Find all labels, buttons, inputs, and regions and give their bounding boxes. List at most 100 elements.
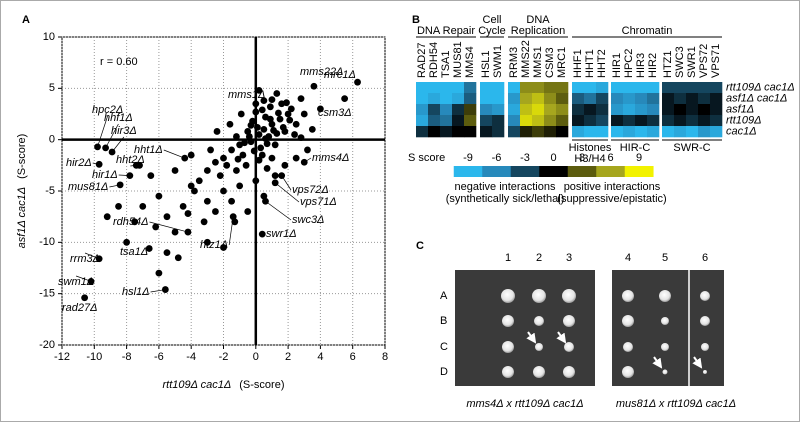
row-label: B <box>440 315 447 327</box>
heat-cell <box>596 115 609 127</box>
column-label: MMS22 <box>520 40 532 78</box>
point <box>308 125 316 133</box>
x-tick-label: -2 <box>219 351 229 363</box>
point <box>244 208 252 215</box>
heat-cell <box>674 115 687 127</box>
colony <box>622 290 634 302</box>
x-tick-label: 0 <box>253 351 259 363</box>
column-label: MMS1 <box>532 46 544 78</box>
point <box>268 96 276 104</box>
point <box>250 147 258 155</box>
point <box>131 218 139 226</box>
y-tick-label: -5 <box>45 185 55 197</box>
heat-cell <box>635 104 648 116</box>
heat-cell <box>584 115 597 127</box>
point <box>179 203 187 210</box>
point <box>207 146 214 154</box>
heat-cell <box>584 82 597 94</box>
point <box>258 106 266 114</box>
heat-cell <box>686 126 699 138</box>
heat-cell <box>635 82 648 94</box>
heat-cell <box>572 104 585 116</box>
heat-cell <box>611 93 624 105</box>
point-label: htz1Δ <box>200 239 228 251</box>
point <box>297 95 305 102</box>
heat-cell <box>508 115 521 127</box>
point <box>268 154 276 162</box>
leader-line <box>75 275 92 282</box>
heat-cell <box>508 126 521 138</box>
heat-cell <box>428 126 441 138</box>
heat-cell <box>428 93 441 105</box>
column-label: MUS81 <box>452 41 464 78</box>
point-label: rad27Δ <box>62 302 98 314</box>
point <box>200 218 208 226</box>
leader-line <box>118 174 130 176</box>
y-tick-label: 10 <box>43 31 55 43</box>
heat-cell <box>480 82 493 94</box>
heat-cell <box>480 126 493 138</box>
heat-cell <box>556 126 569 138</box>
labeled-point <box>258 230 266 238</box>
y-axis-label-part: asf1Δ cac1Δ <box>16 187 28 248</box>
colorbar-tick-label: 0 <box>550 152 556 164</box>
colorbar-tick-label: 3 <box>579 152 585 164</box>
point-label: swr1Δ <box>266 228 297 240</box>
colorbar-tick-label: -3 <box>520 152 530 164</box>
point <box>228 146 235 154</box>
heat-cell <box>662 115 675 127</box>
heat-cell <box>452 93 465 105</box>
heat-cell <box>596 126 609 138</box>
heat-cell <box>635 93 648 105</box>
column-label: MRC1 <box>556 47 568 78</box>
point <box>147 172 155 180</box>
leader-line <box>274 182 300 203</box>
heat-cell <box>508 93 521 105</box>
point <box>247 121 255 129</box>
row-label: D <box>440 366 448 378</box>
column-label: HSL1 <box>480 50 492 78</box>
colony <box>701 343 709 351</box>
point <box>263 165 271 172</box>
plate <box>455 270 595 386</box>
labeled-point <box>184 228 192 236</box>
point <box>263 140 271 148</box>
point <box>212 158 219 166</box>
point-label: hpc2Δ <box>92 104 123 116</box>
point <box>195 177 203 185</box>
x-tick-label: -8 <box>122 351 132 363</box>
heat-cell <box>416 104 429 116</box>
point <box>266 103 274 111</box>
colony <box>700 316 710 326</box>
point-label: vps71Δ <box>300 196 337 208</box>
point <box>203 197 211 205</box>
panel-label: B <box>412 14 420 26</box>
colorbar-swatch <box>539 166 569 177</box>
heat-cell <box>508 104 521 116</box>
heat-cell <box>532 82 545 94</box>
heat-cell <box>572 93 585 105</box>
colony <box>535 343 543 351</box>
group-label: H3/H4 <box>574 153 605 165</box>
column-label: HIR2 <box>647 53 659 78</box>
point-label: hht2Δ <box>116 154 145 166</box>
heat-cell <box>584 93 597 105</box>
group-label: HIR-C <box>620 142 651 154</box>
colony <box>502 341 514 353</box>
heat-cell <box>596 104 609 116</box>
point <box>171 167 179 174</box>
point <box>213 128 221 135</box>
colorbar-swatch <box>567 166 597 177</box>
labeled-point <box>341 95 349 102</box>
point <box>171 228 179 236</box>
colorbar-tick-label: 9 <box>636 152 642 164</box>
heat-cell <box>647 126 660 138</box>
y-tick-label: 5 <box>49 82 55 94</box>
point <box>252 100 260 108</box>
heat-cell <box>584 104 597 116</box>
heat-cell <box>440 104 453 116</box>
plate-caption: mms4Δ x rtt109Δ cac1Δ <box>466 398 583 410</box>
heat-cell <box>662 93 675 105</box>
column-label: VPS71 <box>710 44 722 78</box>
colony <box>622 315 634 327</box>
